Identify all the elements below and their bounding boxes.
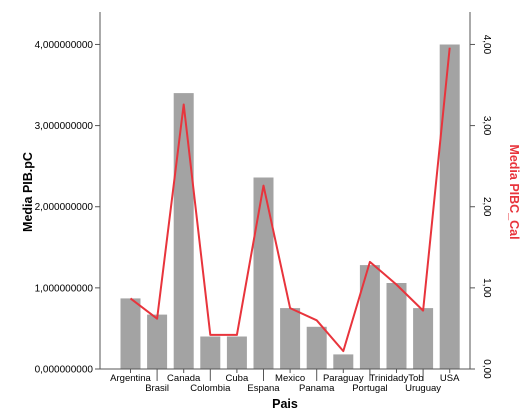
- y-tick-label: 2,000000000: [35, 202, 94, 213]
- y2-axis-ticks: 0,00 1,00 2,00 3,00 4,00: [470, 35, 492, 379]
- x-category-label: Espana: [247, 383, 280, 394]
- bar-cuba: [226, 336, 247, 369]
- y2-tick-label: 2,00: [481, 197, 492, 217]
- line-series: [129, 47, 451, 353]
- bar-brasil: [147, 314, 168, 369]
- x-axis-title: Pais: [272, 397, 298, 411]
- x-category-label: Brasil: [145, 383, 169, 394]
- x-category-label: Panama: [299, 383, 335, 394]
- bar-portugal: [359, 265, 380, 369]
- y2-axis-title: Media PIBC_Cal: [507, 144, 521, 239]
- bar-uruguay: [413, 308, 434, 369]
- y2-tick-label: 3,00: [481, 116, 492, 136]
- y-tick-label: 0,000000000: [35, 365, 94, 376]
- axes: [99, 12, 471, 370]
- y2-tick-label: 1,00: [481, 278, 492, 298]
- bar-usa: [439, 44, 460, 369]
- x-category-label: Argentina: [110, 373, 151, 384]
- bar-mexico: [280, 308, 301, 369]
- bar-paraguay: [333, 354, 354, 369]
- y-tick-label: 3,000000000: [35, 121, 94, 132]
- y-tick-label: 1,000000000: [35, 283, 94, 294]
- line-path: [129, 47, 451, 353]
- x-category-label: TrinidadyTob: [369, 373, 423, 384]
- y2-tick-label: 4,00: [481, 35, 492, 55]
- x-category-label: Mexico: [275, 373, 305, 384]
- x-axis-categories: ArgentinaBrasilCanadaColombiaCubaEspanaM…: [110, 369, 460, 394]
- x-category-label: Colombia: [190, 383, 231, 394]
- x-category-label: Portugal: [352, 383, 387, 394]
- x-category-label: Canada: [167, 373, 201, 384]
- bar-espana: [253, 177, 274, 369]
- x-category-label: Uruguay: [405, 383, 441, 394]
- bar-series: [120, 44, 460, 369]
- x-category-label: Cuba: [226, 373, 249, 384]
- bar-argentina: [120, 298, 141, 369]
- y-axis-title: Media PIB.pC: [21, 152, 35, 232]
- y-tick-label: 4,000000000: [35, 40, 94, 51]
- bar-canada: [173, 93, 194, 369]
- bar-panama: [306, 326, 327, 369]
- bar-trinidadytob: [386, 283, 407, 369]
- y2-tick-label: 0,00: [481, 359, 492, 379]
- x-category-label: USA: [440, 373, 460, 384]
- x-category-label: Paraguay: [323, 373, 364, 384]
- bar-colombia: [200, 336, 221, 369]
- y-axis-ticks: 0,000000000 1,000000000 2,000000000 3,00000…: [35, 40, 100, 376]
